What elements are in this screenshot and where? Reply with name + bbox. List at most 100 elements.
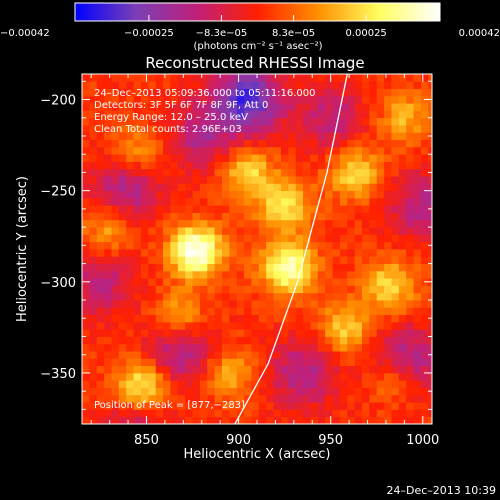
heatmap-cell [229,74,238,82]
heatmap-cell [140,394,149,403]
heatmap-cell [354,154,363,162]
heatmap-cell [214,205,223,213]
heatmap-cell [406,205,414,213]
heatmap-cell [140,161,149,170]
heatmap-cell [280,249,289,257]
heatmap-cell [214,300,223,308]
heatmap-cell [185,161,193,170]
heatmap-cell [155,365,164,374]
heatmap-cell [140,190,149,199]
heatmap-cell [295,110,304,119]
heatmap-cell [317,387,326,396]
heatmap-cell [273,139,282,148]
heatmap-cell [96,103,105,111]
heatmap-cell [391,270,400,279]
heatmap-cell [185,307,193,316]
heatmap-cell [133,95,142,104]
heatmap-cell [148,343,157,352]
heatmap-cell [391,278,400,286]
heatmap-cell [295,183,304,192]
heatmap-cell [413,416,422,424]
heatmap-cell [428,285,432,294]
heatmap-cell [420,74,429,82]
heatmap-cell [384,249,392,257]
heatmap-cell [325,205,333,213]
heatmap-cell [170,416,179,424]
heatmap-cell [140,81,149,89]
heatmap-cell [295,387,304,396]
heatmap-cell [207,88,216,97]
heatmap-cell [376,307,385,316]
heatmap-cell [126,110,134,119]
heatmap-cell [140,168,149,177]
heatmap-cell [148,387,157,396]
heatmap-cell [236,343,245,352]
heatmap-cell [155,394,164,403]
heatmap-cell [214,263,223,272]
heatmap-cell [89,205,98,213]
heatmap-cell [229,88,238,97]
heatmap-cell [398,263,407,272]
heatmap-cell [266,307,274,316]
heatmap-cell [118,321,127,330]
heatmap-cell [398,387,407,396]
heatmap-cell [140,227,149,235]
heatmap-cell [332,227,341,235]
heatmap-cell [420,190,429,199]
heatmap-cell [288,365,297,374]
heatmap-cell [428,402,432,410]
heatmap-cell [177,409,186,418]
heatmap-cell [140,103,149,111]
heatmap-cell [258,125,267,133]
heatmap-cell [177,146,186,155]
heatmap-cell [384,285,392,294]
heatmap-cell [332,270,341,279]
heatmap-cell [280,387,289,396]
heatmap-cell [96,110,105,119]
heatmap-cell [229,197,238,206]
heatmap-cell [185,241,193,250]
heatmap-cell [339,241,348,250]
heatmap-cell [111,154,120,162]
heatmap-cell [413,336,422,345]
heatmap-cell [118,270,127,279]
heatmap-cell [332,183,341,192]
heatmap-cell [413,343,422,352]
heatmap-cell [339,285,348,294]
heatmap-cell [244,110,252,119]
heatmap-cell [155,329,164,337]
heatmap-cell [332,351,341,359]
heatmap-cell [96,307,105,316]
heatmap-cell [420,372,429,381]
heatmap-cell [89,394,98,403]
heatmap-cell [251,176,260,184]
heatmap-cell [384,205,392,213]
heatmap-cell [266,394,274,403]
heatmap-cell [369,227,378,235]
heatmap-cell [398,146,407,155]
heatmap-cell [398,343,407,352]
heatmap-cell [236,125,245,133]
heatmap-cell [251,103,260,111]
heatmap-cell [273,190,282,199]
heatmap-cell [207,95,216,104]
x-tick-label: 900 [226,433,251,448]
heatmap-cell [229,212,238,221]
heatmap-cell [96,190,105,199]
colorbar [74,2,441,22]
heatmap-cell [303,270,311,279]
heatmap-cell [280,168,289,177]
heatmap-cell [413,117,422,126]
heatmap-cell [258,227,267,235]
heatmap-cell [398,168,407,177]
heatmap-cell [104,249,112,257]
heatmap-cell [339,168,348,177]
heatmap-cell [354,321,363,330]
heatmap-cell [258,292,267,301]
heatmap-cell [420,380,429,388]
heatmap-cell [354,117,363,126]
heatmap-cell [82,372,90,381]
heatmap-cell [391,416,400,424]
heatmap-cell [126,241,134,250]
heatmap-cell [251,110,260,119]
